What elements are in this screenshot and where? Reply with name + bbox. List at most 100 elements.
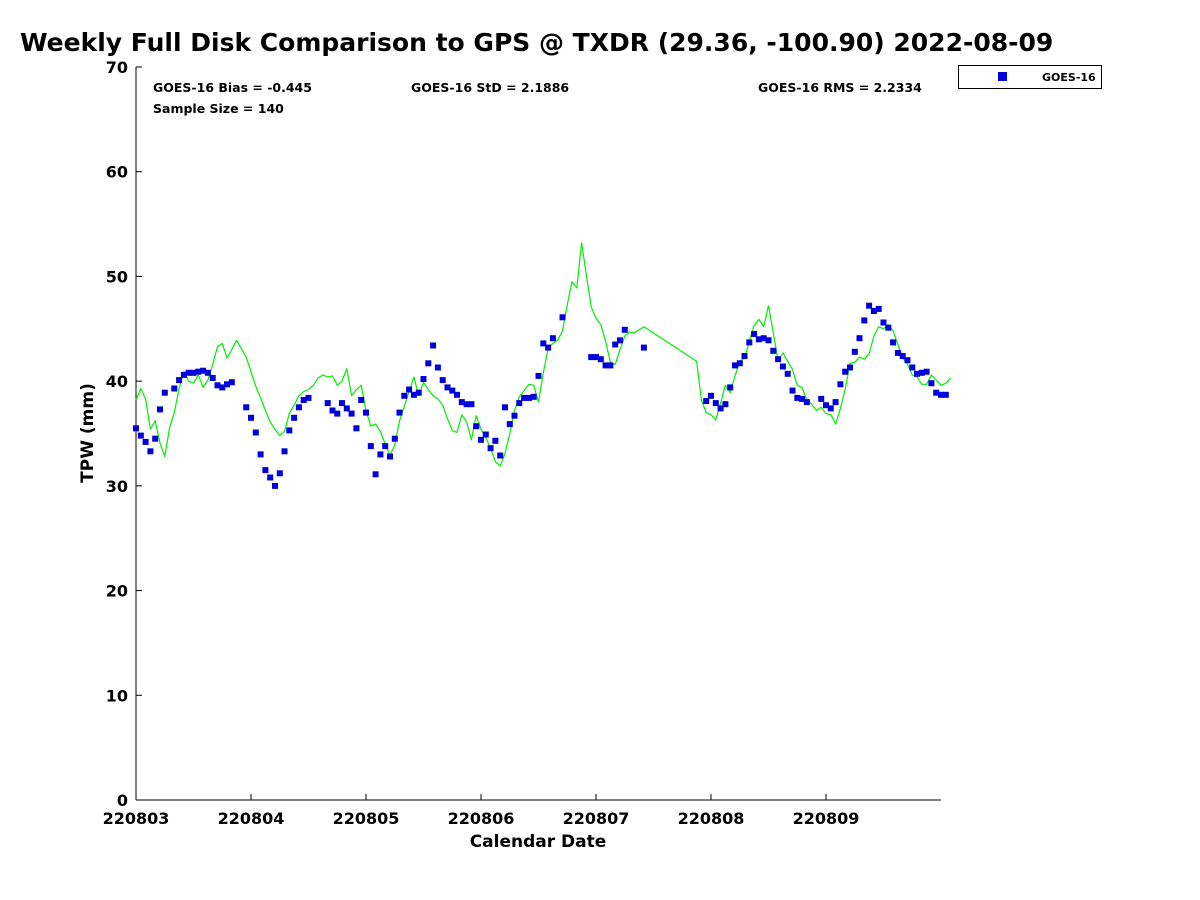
goes16-point	[597, 356, 604, 363]
goes16-point	[640, 344, 647, 351]
y-tick-label: 0	[117, 791, 128, 810]
goes16-point	[736, 360, 743, 367]
goes16-point	[847, 364, 853, 371]
goes16-point	[420, 376, 427, 382]
goes16-point	[305, 394, 312, 401]
goes16-point	[137, 432, 144, 439]
goes16-point	[382, 443, 389, 450]
goes16-point	[434, 364, 441, 371]
bias-stat: GOES-16 Bias = -0.445	[153, 80, 312, 95]
goes16-point	[909, 364, 916, 371]
goes16-point	[152, 435, 159, 442]
goes16-point	[243, 404, 250, 411]
goes16-point	[324, 400, 331, 407]
goes16-point	[291, 414, 298, 421]
goes16-point	[933, 389, 940, 396]
x-tick-label: 220808	[678, 809, 745, 828]
goes16-point	[171, 385, 178, 392]
goes16-point	[463, 401, 470, 408]
goes16-point	[458, 399, 465, 406]
goes16-point	[257, 451, 264, 458]
goes16-point	[396, 409, 403, 416]
goes16-point	[276, 470, 283, 477]
goes16-point	[856, 335, 863, 342]
goes16-point	[502, 404, 508, 411]
goes16-point	[588, 354, 595, 361]
goes16-point	[928, 380, 935, 387]
goes16-point	[204, 369, 211, 376]
goes16-point	[621, 326, 628, 333]
goes16-point	[717, 405, 724, 412]
goes16-point	[300, 397, 307, 403]
goes16-point	[535, 372, 542, 379]
goes16-point	[545, 344, 552, 351]
x-tick-label: 220807	[563, 809, 630, 828]
goes16-point	[482, 431, 489, 438]
y-tick-label: 10	[106, 686, 128, 705]
goes16-point	[348, 410, 355, 417]
goes16-point	[770, 347, 777, 354]
goes16-point	[468, 401, 475, 408]
y-tick-label: 40	[106, 372, 128, 391]
goes16-point	[176, 377, 183, 384]
goes16-point	[439, 377, 446, 384]
goes16-point	[612, 341, 619, 348]
goes16-point	[506, 421, 513, 428]
goes16-point	[789, 387, 796, 394]
goes16-point	[406, 386, 413, 393]
goes16-point	[827, 405, 834, 412]
goes16-point	[775, 356, 782, 363]
goes16-point	[444, 384, 451, 391]
goes16-point	[818, 395, 825, 402]
goes16-point	[923, 368, 930, 375]
goes16-point	[449, 387, 456, 394]
goes16-point	[794, 394, 801, 401]
goes16-point	[339, 400, 345, 407]
legend: GOES-16	[958, 65, 1102, 89]
goes16-point	[492, 437, 499, 444]
goes16-point	[334, 410, 341, 417]
goes16-point	[617, 337, 623, 344]
goes16-point	[755, 336, 762, 343]
goes16-point	[473, 423, 480, 430]
x-tick-label: 220803	[103, 809, 170, 828]
goes16-point	[281, 448, 288, 455]
legend-label-goes16: GOES-16	[1042, 71, 1096, 84]
goes16-point	[511, 412, 518, 419]
goes16-point	[497, 452, 504, 459]
x-axis-label: Calendar Date	[470, 832, 607, 852]
goes16-point	[559, 314, 566, 321]
goes16-point	[803, 399, 810, 406]
goes16-point	[401, 392, 408, 399]
goes16-point	[712, 400, 719, 407]
legend-marker-goes16	[998, 72, 1007, 81]
goes16-point	[875, 305, 882, 312]
goes16-point	[454, 391, 460, 398]
goes16-point	[765, 337, 772, 344]
goes16-point	[372, 471, 379, 478]
goes16-point	[248, 414, 254, 421]
goes16-point	[784, 370, 791, 377]
goes16-point	[147, 448, 154, 455]
goes16-point	[224, 381, 230, 388]
goes16-point	[751, 331, 758, 337]
goes16-point	[727, 384, 734, 391]
gps-series	[135, 242, 952, 467]
goes16-point	[779, 363, 786, 370]
y-ticks: 0 10 20 30 40 50 60 70	[106, 58, 142, 810]
goes16-point	[890, 339, 897, 346]
goes16-point	[133, 425, 139, 432]
goes16-point	[353, 425, 360, 432]
goes16-point	[157, 406, 163, 413]
goes16-point	[377, 451, 384, 458]
goes16-point	[180, 371, 187, 378]
goes16-point	[410, 391, 417, 398]
goes16-point	[358, 397, 365, 403]
goes16-point	[823, 402, 829, 409]
goes16-point	[914, 370, 920, 377]
x-tick-label: 220809	[793, 809, 860, 828]
goes16-point	[161, 389, 168, 396]
goes16-point	[214, 382, 221, 389]
legend-box	[958, 65, 1102, 89]
goes16-point	[549, 335, 556, 342]
